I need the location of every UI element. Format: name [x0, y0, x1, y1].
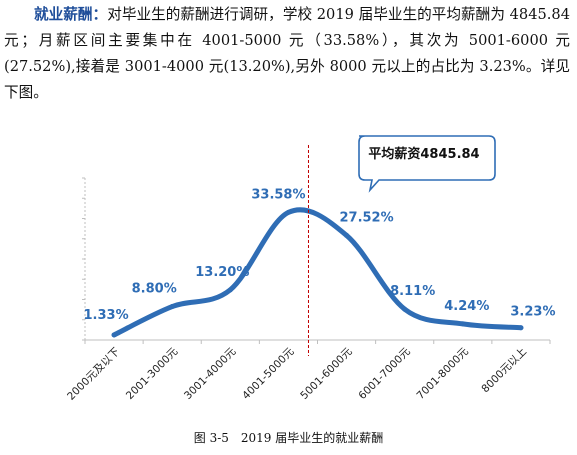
data-label-8: 3.23%	[510, 305, 555, 320]
data-label-2: 8.80%	[132, 282, 177, 297]
data-label-4: 33.58%	[251, 187, 305, 202]
data-point-5	[344, 232, 350, 238]
salary-chart: 1.33%8.80% 13.20% 33.58% 27.52% 8.11% 4.24% 3.…	[65, 135, 555, 403]
x-tick-label-5: 5001-6000元	[298, 345, 355, 402]
intro-paragraph: 就业薪酬：对毕业生的薪酬进行调研，学校 2019 届毕业生的平均薪酬为 4845…	[4, 2, 570, 106]
data-point-3	[227, 287, 233, 293]
x-tick-label-6: 6001-7000元	[356, 345, 413, 402]
data-point-7	[460, 321, 466, 327]
x-tick-label-3: 3001-4000元	[182, 345, 239, 402]
average-callout-box	[358, 135, 496, 193]
data-label-5: 27.52%	[339, 210, 393, 225]
average-callout-text: 平均薪资4845.84	[368, 146, 479, 162]
data-label-3: 13.20%	[195, 265, 249, 280]
data-point-2	[169, 304, 175, 310]
paragraph-lead: 就业薪酬：	[34, 6, 108, 23]
data-label-1: 1.33%	[84, 308, 129, 323]
x-tick-label-1: 2000元及以下	[65, 346, 122, 403]
data-label-7: 4.24%	[444, 299, 489, 314]
data-point-8	[518, 325, 524, 331]
paragraph-body: 对毕业生的薪酬进行调研，学校 2019 届毕业生的平均薪酬为 4845.84 元…	[4, 6, 570, 101]
data-point-1	[111, 332, 117, 338]
data-point-4	[285, 209, 291, 215]
x-tick-label-7: 7001-8000元	[415, 345, 472, 402]
figure-caption: 图 3-5 2019 届毕业生的就业薪酬	[193, 431, 384, 445]
series-line	[111, 207, 524, 338]
x-tick-label-2: 2001-3000元	[124, 345, 181, 402]
x-tick-label-8: 8000元以上	[479, 346, 529, 396]
data-label-6: 8.11%	[390, 284, 435, 299]
data-point-6	[402, 306, 408, 312]
x-tick-label-4: 4001-5000元	[240, 345, 297, 402]
